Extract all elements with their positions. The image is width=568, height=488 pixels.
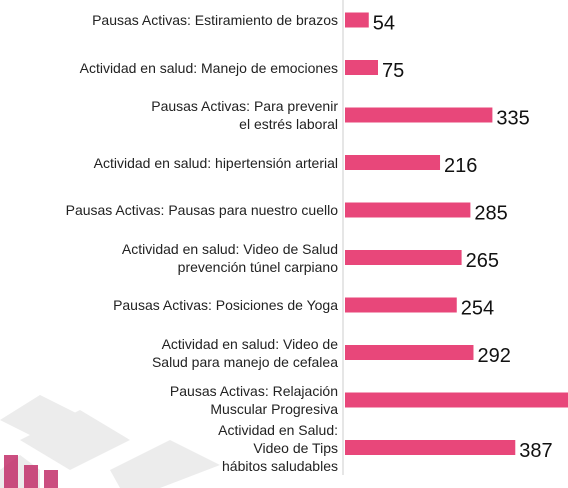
value-label: 335 [496, 107, 529, 129]
bar [345, 250, 462, 265]
bar [345, 60, 378, 75]
value-label: 254 [461, 297, 494, 319]
category-label: Actividad en salud: hipertensión arteria… [93, 154, 338, 171]
category-label: Pausas Activas: Relajación Muscular Prog… [169, 383, 338, 417]
value-label: 387 [519, 440, 552, 462]
category-label: Pausas Activas: Para prevenir el estrés … [151, 98, 338, 132]
category-label: Pausas Activas: Pausas para nuestro cuel… [65, 202, 338, 218]
bar [345, 155, 441, 170]
value-label: 216 [444, 155, 477, 177]
category-label: Actividad en Salud: Video de Tips hábito… [218, 421, 338, 474]
value-label: 265 [466, 250, 499, 272]
category-label: Pausas Activas: Estiramiento de brazos [92, 12, 338, 28]
category-label: Actividad en salud: Video de Salud preve… [121, 240, 338, 275]
bar [345, 392, 568, 408]
category-label: Pausas Activas: Posiciones de Yoga [113, 297, 338, 313]
bar [345, 107, 493, 123]
value-label: 54 [373, 12, 395, 34]
watermark-accent [4, 455, 58, 488]
value-label: 292 [477, 345, 510, 367]
bar [345, 202, 471, 218]
category-label: Actividad en salud: Video de Salud para … [151, 335, 338, 370]
bar [345, 297, 457, 313]
bar [345, 440, 516, 455]
category-label: Actividad en salud: Manejo de emociones [79, 59, 338, 76]
value-label: 285 [474, 202, 507, 224]
bar [345, 345, 474, 360]
bar [345, 12, 369, 28]
value-label: 75 [382, 60, 404, 82]
